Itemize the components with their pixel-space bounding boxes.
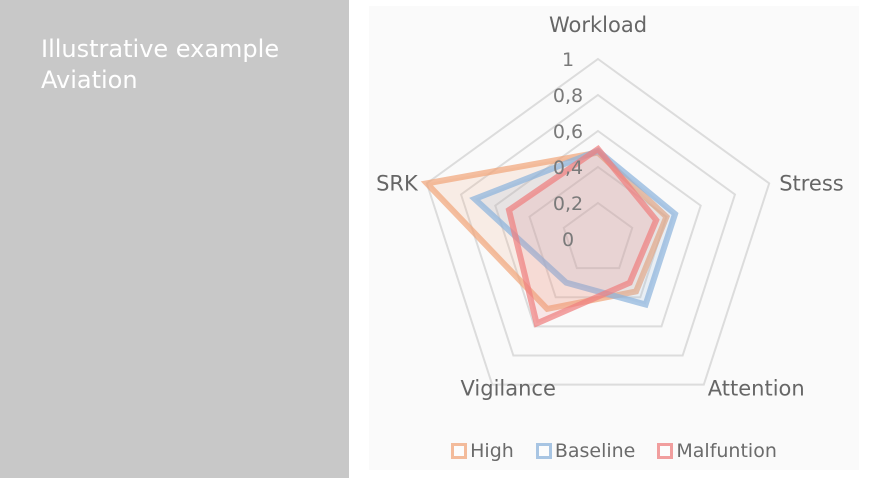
radar-chart: 0 0,2 0,4 0,6 0,8 1 Workload Stress Attention Vig… <box>369 6 859 470</box>
legend-label: Baseline <box>554 440 636 462</box>
axis-label-vigilance: Vigilance <box>461 377 556 401</box>
axis-label-attention: Attention <box>708 377 805 401</box>
legend-swatch <box>535 443 552 459</box>
panel-title: Illustrative example Aviation <box>41 34 279 96</box>
legend-item-baseline: Baseline <box>535 440 636 462</box>
grid-ring-3 <box>494 129 702 328</box>
legend-label: High <box>470 440 514 462</box>
chart-legend: High Baseline Malfuntion <box>369 440 859 462</box>
legend-swatch <box>657 443 674 459</box>
tick-label-3: 0,6 <box>553 121 583 143</box>
axis-label-srk: SRK <box>376 171 419 195</box>
legend-item-high: High <box>451 440 514 462</box>
left-panel: Illustrative example Aviation <box>0 0 349 478</box>
tick-label-5: 1 <box>562 49 574 71</box>
panel-title-line1: Illustrative example <box>41 35 280 63</box>
legend-label: Malfuntion <box>676 440 777 462</box>
series-malfuntion <box>505 144 660 328</box>
axis-label-stress: Stress <box>779 171 844 195</box>
tick-label-1: 0,2 <box>553 193 583 215</box>
grid-ring-5 <box>425 57 771 386</box>
legend-swatch <box>451 443 468 459</box>
tick-label-2: 0,4 <box>553 157 583 179</box>
grid-ring-4 <box>459 93 737 357</box>
tick-label-0: 0 <box>562 229 574 251</box>
radar-chart-svg: 0 0,2 0,4 0,6 0,8 1 Workload Stress Attention Vig… <box>376 13 844 401</box>
tick-label-4: 0,8 <box>553 85 583 107</box>
panel-title-line2: Aviation <box>41 66 138 94</box>
grid-ring-1 <box>562 201 634 270</box>
axis-label-workload: Workload <box>549 13 647 37</box>
legend-item-malfuntion: Malfuntion <box>657 440 777 462</box>
